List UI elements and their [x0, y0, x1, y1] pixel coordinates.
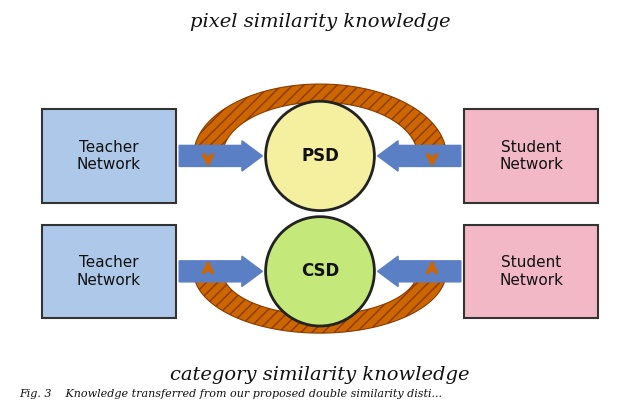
Ellipse shape — [266, 101, 374, 211]
Text: Teacher
Network: Teacher Network — [77, 140, 141, 172]
Text: pixel similarity knowledge: pixel similarity knowledge — [189, 13, 451, 31]
Text: PSD: PSD — [301, 147, 339, 165]
FancyBboxPatch shape — [464, 109, 598, 202]
Polygon shape — [193, 271, 447, 333]
Text: CSD: CSD — [301, 262, 339, 280]
FancyArrow shape — [179, 141, 262, 171]
FancyArrow shape — [378, 141, 461, 171]
Ellipse shape — [266, 217, 374, 326]
Text: Student
Network: Student Network — [499, 255, 563, 288]
Text: category similarity knowledge: category similarity knowledge — [170, 366, 470, 384]
FancyArrow shape — [378, 256, 461, 287]
FancyBboxPatch shape — [42, 225, 176, 318]
Polygon shape — [193, 84, 447, 156]
FancyArrow shape — [179, 256, 262, 287]
FancyBboxPatch shape — [42, 109, 176, 202]
Text: Student
Network: Student Network — [499, 140, 563, 172]
FancyBboxPatch shape — [464, 225, 598, 318]
Text: Teacher
Network: Teacher Network — [77, 255, 141, 288]
Text: Fig. 3    Knowledge transferred from our proposed double similarity disti...: Fig. 3 Knowledge transferred from our pr… — [19, 389, 442, 399]
